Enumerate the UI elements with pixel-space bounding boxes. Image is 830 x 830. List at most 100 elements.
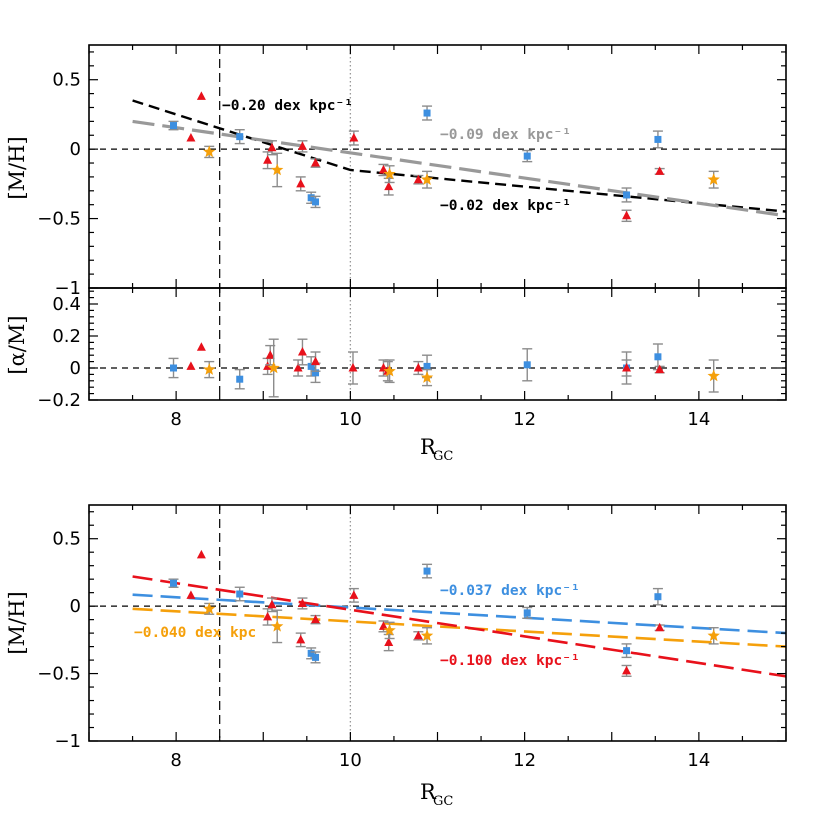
data-point-square	[170, 579, 178, 587]
top-fit-label-outer: −0.02 dex kpc⁻¹	[440, 198, 571, 214]
top-metallicity-panel: −1 −0.5 0 0.5	[37, 44, 787, 299]
x-tick-label: 12	[513, 409, 536, 430]
data-point-square	[312, 198, 320, 206]
bottom-fit-label-orange: −0.040 dex kpc	[134, 625, 256, 641]
data-point-square	[307, 194, 315, 202]
data-point-triangle	[378, 164, 388, 174]
data-point-triangle	[297, 347, 307, 356]
top-xlabel-main: R	[420, 435, 437, 459]
data-point-square	[654, 353, 662, 361]
data-point-triangle	[297, 141, 307, 150]
data-point-square	[654, 593, 662, 601]
plot-area	[89, 505, 786, 741]
y-tick-label: 0.4	[52, 294, 81, 315]
data-point-star	[383, 167, 396, 180]
plot-frame	[88, 287, 787, 401]
data-point-square	[236, 590, 244, 598]
y-tick-label: −0.5	[37, 209, 81, 230]
data-point-triangle	[196, 549, 206, 559]
data-point-star	[271, 619, 284, 632]
data-point-triangle	[384, 637, 394, 647]
x-tick-label: 8	[170, 750, 181, 771]
data-point-square	[312, 369, 320, 377]
bottom-xlabel: R GC	[420, 780, 453, 809]
data-point-star	[271, 163, 284, 176]
data-point-triangle	[622, 363, 632, 372]
fit-line	[132, 575, 786, 678]
data-point-square	[423, 567, 431, 575]
top-xlabel-sub: GC	[433, 449, 453, 464]
top-metallicity-ylabel: [M/H]	[5, 136, 29, 199]
bottom-fit-label-red: −0.100 dex kpc⁻¹	[440, 653, 580, 669]
x-tick-label: 10	[339, 409, 362, 430]
data-point-star	[203, 145, 216, 158]
data-point-star	[420, 173, 434, 185]
data-point-square	[312, 653, 320, 661]
data-point-triangle	[297, 598, 307, 607]
data-point-triangle	[378, 621, 388, 630]
data-point-triangle	[196, 91, 206, 100]
x-tick-label: 12	[513, 750, 536, 771]
top-fit-label-steep: −0.20 dex kpc⁻¹	[222, 98, 353, 114]
y-tick-label: 0	[70, 139, 81, 160]
data-point-star	[707, 629, 720, 642]
data-point-triangle	[265, 350, 275, 359]
data-point-triangle	[655, 622, 665, 632]
fit-line	[132, 593, 786, 635]
data-point-star	[420, 371, 434, 383]
fit-line	[132, 99, 786, 213]
data-point-triangle	[186, 361, 196, 370]
data-point-triangle	[348, 363, 358, 372]
data-point-triangle	[655, 364, 665, 374]
data-point-square	[623, 647, 631, 655]
data-point-star	[383, 364, 396, 377]
data-point-triangle	[186, 590, 196, 599]
data-point-triangle	[413, 174, 423, 184]
x-tick-label: 10	[339, 750, 362, 771]
data-point-triangle	[296, 178, 306, 188]
data-point-triangle	[655, 166, 665, 175]
data-point-triangle	[349, 133, 359, 142]
data-point-triangle	[263, 611, 273, 621]
data-point-triangle	[413, 363, 423, 372]
y-tick-label: 0.5	[52, 529, 81, 550]
bottom-fit-label-blue: −0.037 dex kpc⁻¹	[440, 583, 580, 599]
bottom-xlabel-main: R	[420, 780, 437, 804]
data-point-star	[707, 173, 720, 185]
y-tick-label: 0	[70, 596, 81, 617]
data-point-triangle	[311, 158, 321, 167]
data-point-triangle	[311, 614, 321, 624]
data-point-square	[623, 191, 631, 199]
data-point-square	[523, 152, 531, 160]
data-point-triangle	[293, 363, 303, 372]
data-point-star	[267, 361, 280, 374]
data-point-square	[654, 135, 662, 143]
y-tick-label: 0.5	[52, 70, 81, 91]
data-point-square	[307, 649, 315, 657]
data-point-square	[307, 362, 315, 370]
data-point-square	[523, 609, 531, 617]
data-point-square	[236, 133, 244, 141]
data-point-triangle	[186, 133, 196, 142]
data-point-triangle	[267, 142, 277, 152]
data-point-star	[203, 602, 216, 615]
data-point-square	[170, 364, 178, 372]
y-tick-label: −1	[54, 278, 81, 299]
y-tick-label: 0	[70, 358, 81, 379]
data-point-triangle	[384, 181, 394, 191]
fit-line	[132, 607, 786, 648]
x-tick-label: 14	[687, 750, 710, 771]
data-point-triangle	[311, 356, 321, 366]
top-xlabel: R GC	[420, 435, 453, 464]
bottom-metallicity-ylabel: [M/H]	[5, 591, 29, 654]
x-tick-label: 14	[687, 409, 710, 430]
top-alpha-panel: −0.2 0 0.2 0.4 8 10 12 14	[37, 287, 787, 430]
data-point-star	[420, 629, 434, 642]
data-point-square	[170, 122, 178, 130]
bottom-metallicity-panel: −1 −0.5 0 0.5 8 10 12 14	[37, 504, 787, 771]
data-point-star	[203, 363, 216, 375]
data-point-square	[236, 375, 244, 383]
data-point-star	[707, 369, 720, 382]
y-tick-label: 0.2	[52, 326, 81, 347]
data-point-triangle	[296, 634, 306, 644]
